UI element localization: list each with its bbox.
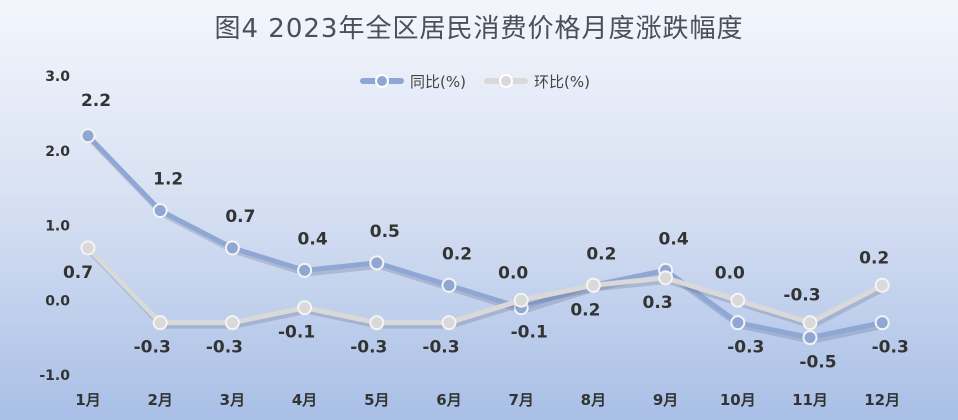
data-label-yoy: -0.5 [799, 353, 836, 373]
legend-swatch-yoy [360, 74, 404, 88]
y-tick-label: 2.0 [45, 144, 70, 160]
data-point-mom [441, 315, 457, 331]
x-tick-label: 11月 [792, 391, 828, 409]
x-tick-label: 1月 [75, 391, 100, 409]
data-point-mom [80, 240, 96, 256]
x-tick-label: 3月 [220, 391, 245, 409]
data-label-yoy: 0.4 [659, 229, 689, 249]
data-point-mom [513, 292, 529, 308]
data-label-mom: 0.2 [570, 300, 600, 320]
data-point-mom [152, 315, 168, 331]
legend-swatch-mom [483, 74, 528, 88]
x-tick-label: 5月 [364, 391, 389, 409]
legend-label-mom: 环比(%) [533, 72, 590, 91]
x-tick-label: 6月 [436, 391, 461, 409]
x-tick-label: 10月 [720, 391, 756, 409]
data-label-yoy: 0.7 [225, 207, 255, 227]
chart-title: 图4 2023年全区居民消费价格月度涨跌幅度 [214, 14, 744, 44]
data-label-mom: -0.1 [278, 323, 315, 343]
y-tick-label: -1.0 [39, 368, 70, 384]
data-point-yoy [369, 255, 385, 271]
legend-item-yoy: 同比(%) [360, 71, 466, 92]
data-label-mom: -0.3 [350, 338, 387, 358]
data-label-yoy: 0.2 [442, 244, 472, 264]
y-tick-label: 0.0 [45, 293, 70, 309]
legend-label-yoy: 同比(%) [410, 72, 466, 91]
legend: 同比(%) 环比(%) [360, 70, 590, 92]
data-point-mom [297, 300, 313, 316]
data-label-yoy: 0.5 [370, 222, 400, 242]
data-point-mom [802, 315, 818, 331]
data-point-mom [730, 292, 746, 308]
x-tick-label: 7月 [508, 391, 533, 409]
data-point-yoy [874, 315, 890, 331]
data-label-mom: 0.7 [63, 263, 93, 283]
data-label-mom: -0.3 [206, 338, 243, 358]
data-label-yoy: 2.2 [81, 91, 111, 111]
data-label-yoy: -0.3 [727, 338, 764, 358]
data-point-yoy [441, 277, 457, 293]
data-point-yoy [224, 240, 240, 256]
series-line-yoy [85, 133, 885, 341]
data-point-mom [224, 315, 240, 331]
data-point-yoy [802, 330, 818, 346]
data-label-mom: 0.3 [643, 293, 673, 313]
data-label-mom: -0.3 [422, 338, 459, 358]
data-point-yoy [730, 315, 746, 331]
data-label-yoy: -0.3 [872, 338, 909, 358]
series-line-mom [85, 245, 885, 326]
data-label-yoy: 1.2 [153, 170, 183, 190]
data-label-mom: -0.3 [134, 338, 171, 358]
data-point-yoy [297, 262, 313, 278]
x-tick-label: 12月 [864, 391, 900, 409]
y-tick-label: 1.0 [45, 219, 70, 235]
data-label-mom: 0.0 [498, 263, 528, 283]
data-label-mom: 0.2 [859, 248, 889, 268]
data-label-yoy: 0.2 [586, 244, 616, 264]
data-point-mom [585, 277, 601, 293]
y-tick-label: 3.0 [45, 69, 70, 85]
data-point-mom [658, 270, 674, 286]
x-tick-label: 8月 [581, 391, 606, 409]
series-line-shadow-mom [87, 247, 888, 329]
data-point-mom [874, 277, 890, 293]
x-tick-label: 9月 [653, 391, 678, 409]
x-tick-label: 2月 [147, 391, 172, 409]
data-point-yoy [80, 128, 96, 144]
data-point-mom [369, 315, 385, 331]
x-tick-label: 4月 [292, 391, 317, 409]
data-label-yoy: -0.1 [511, 323, 548, 343]
data-label-yoy: 0.4 [298, 229, 328, 249]
data-label-mom: 0.0 [715, 263, 745, 283]
legend-item-mom: 环比(%) [483, 71, 590, 92]
data-label-mom: -0.3 [783, 286, 820, 306]
data-point-yoy [152, 203, 168, 219]
